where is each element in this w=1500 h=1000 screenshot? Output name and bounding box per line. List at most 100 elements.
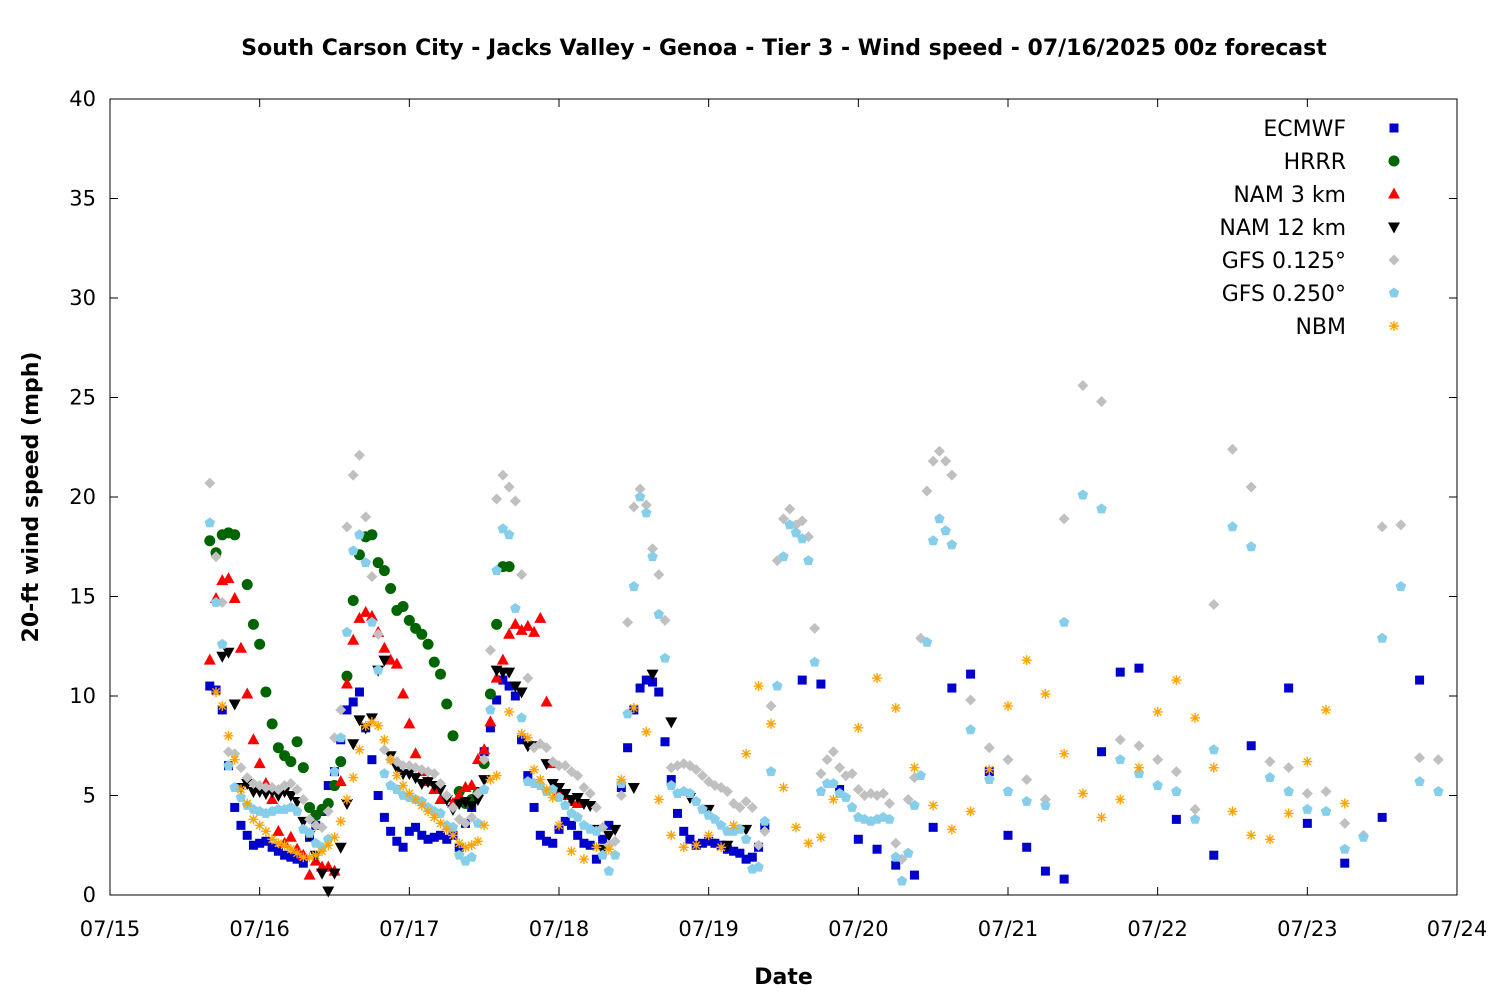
data-point (509, 495, 521, 507)
data-point (1133, 740, 1145, 752)
data-point (373, 791, 383, 800)
data-point (1022, 842, 1032, 852)
data-point (646, 669, 659, 681)
data-point (241, 579, 253, 591)
data-point (273, 846, 283, 856)
data-point (292, 854, 302, 864)
data-point (759, 815, 770, 826)
data-point (497, 523, 509, 534)
data-point (778, 513, 789, 525)
data-point (491, 565, 502, 576)
data-point (1208, 598, 1220, 610)
data-point (759, 825, 771, 837)
data-point (983, 742, 995, 754)
data-point (404, 826, 414, 836)
data-point (373, 720, 384, 731)
data-point (485, 704, 496, 715)
data-point (1040, 689, 1051, 700)
legend: ECMWF HRRR NAM 3 km NAM 12 km GFS 0.125° GFS … (1219, 117, 1400, 340)
data-point (609, 835, 621, 847)
data-point (242, 830, 252, 840)
data-point (378, 641, 391, 653)
data-point (378, 655, 391, 667)
data-point (510, 691, 520, 701)
data-point (1227, 806, 1238, 817)
data-point (335, 816, 346, 827)
data-point (379, 812, 389, 822)
data-point (734, 801, 746, 813)
data-point (1376, 632, 1388, 643)
data-point (491, 770, 502, 781)
x-tick-label: 07/17 (379, 917, 440, 941)
data-point (659, 652, 671, 663)
data-point (940, 525, 951, 536)
data-point (204, 517, 215, 528)
data-point (853, 722, 864, 733)
legend-label: HRRR (1284, 150, 1346, 175)
data-point (272, 742, 284, 754)
data-point (641, 675, 651, 685)
data-point (697, 838, 707, 848)
data-point (729, 846, 739, 856)
series-gfs-0-125- (204, 380, 1444, 865)
data-point (665, 717, 678, 729)
data-point (1077, 489, 1089, 500)
data-point (927, 455, 939, 467)
data-point (517, 735, 527, 745)
data-point (1002, 754, 1014, 766)
data-point (753, 681, 764, 692)
data-point (304, 813, 316, 825)
data-point (541, 784, 552, 795)
data-point (927, 535, 939, 546)
data-point (933, 445, 945, 457)
data-point (1227, 443, 1238, 455)
data-point (797, 533, 808, 544)
data-point (909, 870, 919, 880)
data-point (247, 733, 260, 745)
data-point (347, 633, 360, 645)
data-point (872, 673, 883, 684)
data-point (790, 822, 801, 833)
data-point (503, 481, 515, 493)
data-point (286, 852, 296, 862)
data-point (204, 535, 216, 547)
data-point (1190, 712, 1201, 723)
data-point (1358, 831, 1369, 842)
data-marks (203, 380, 1444, 898)
data-point (1097, 747, 1107, 757)
data-point (1302, 803, 1313, 814)
data-point (367, 755, 377, 765)
data-point (560, 800, 571, 810)
data-point (679, 826, 689, 836)
data-point (1302, 756, 1313, 767)
data-point (653, 569, 665, 581)
data-point (284, 830, 297, 842)
data-point (1115, 667, 1125, 677)
data-point (628, 581, 640, 591)
data-point (203, 653, 216, 665)
data-point (541, 742, 553, 754)
data-point (1189, 803, 1201, 815)
data-point (260, 826, 271, 837)
data-point (628, 501, 640, 513)
legend-marker (1388, 254, 1400, 266)
data-point (1395, 519, 1407, 531)
y-tick-label: 40 (69, 87, 96, 111)
data-point (472, 836, 483, 847)
data-point (1040, 800, 1051, 810)
data-point (397, 600, 409, 612)
data-point (1171, 814, 1181, 824)
data-point (1058, 513, 1070, 525)
data-point (548, 838, 558, 848)
data-point (379, 734, 390, 745)
data-point (391, 770, 402, 781)
data-point (260, 782, 272, 794)
data-point (734, 823, 746, 834)
data-point (965, 724, 976, 735)
data-point (1432, 754, 1444, 766)
data-point (261, 836, 271, 846)
data-point (436, 830, 446, 840)
data-point (354, 687, 364, 697)
data-point (521, 619, 534, 631)
data-point (1171, 786, 1182, 796)
